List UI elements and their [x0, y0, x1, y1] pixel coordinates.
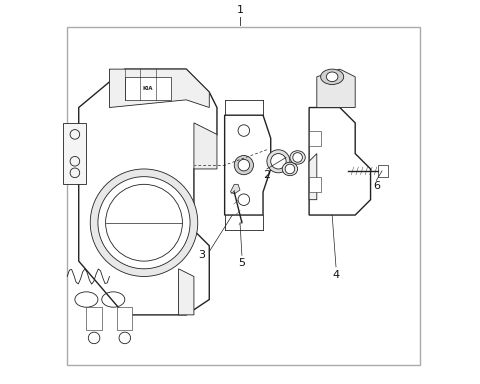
Bar	[86, 307, 102, 330]
Text: KIA: KIA	[143, 86, 153, 91]
Ellipse shape	[326, 72, 338, 81]
Ellipse shape	[290, 151, 305, 164]
Polygon shape	[179, 269, 194, 315]
Bar	[117, 307, 132, 330]
Ellipse shape	[234, 156, 253, 175]
Polygon shape	[309, 108, 371, 215]
Bar	[378, 165, 388, 177]
Text: 1: 1	[237, 5, 243, 15]
Ellipse shape	[90, 169, 198, 276]
Bar	[125, 77, 171, 100]
Ellipse shape	[267, 150, 290, 173]
Text: 2: 2	[264, 170, 270, 180]
Bar	[309, 177, 321, 192]
Ellipse shape	[238, 159, 250, 171]
Polygon shape	[109, 69, 209, 108]
Text: 4: 4	[333, 270, 339, 280]
Text: 3: 3	[198, 250, 205, 260]
Ellipse shape	[285, 164, 295, 174]
Polygon shape	[194, 123, 217, 169]
Bar	[309, 131, 321, 146]
Ellipse shape	[293, 152, 302, 162]
Polygon shape	[309, 154, 317, 200]
Ellipse shape	[282, 162, 298, 176]
Text: 6: 6	[373, 181, 380, 191]
Polygon shape	[79, 69, 217, 315]
Ellipse shape	[321, 69, 344, 84]
Ellipse shape	[98, 177, 190, 269]
Text: 5: 5	[239, 258, 245, 268]
Polygon shape	[317, 69, 355, 108]
Ellipse shape	[271, 154, 286, 169]
Polygon shape	[230, 184, 240, 194]
Bar	[67, 27, 420, 365]
Polygon shape	[63, 123, 86, 184]
Polygon shape	[225, 115, 271, 215]
